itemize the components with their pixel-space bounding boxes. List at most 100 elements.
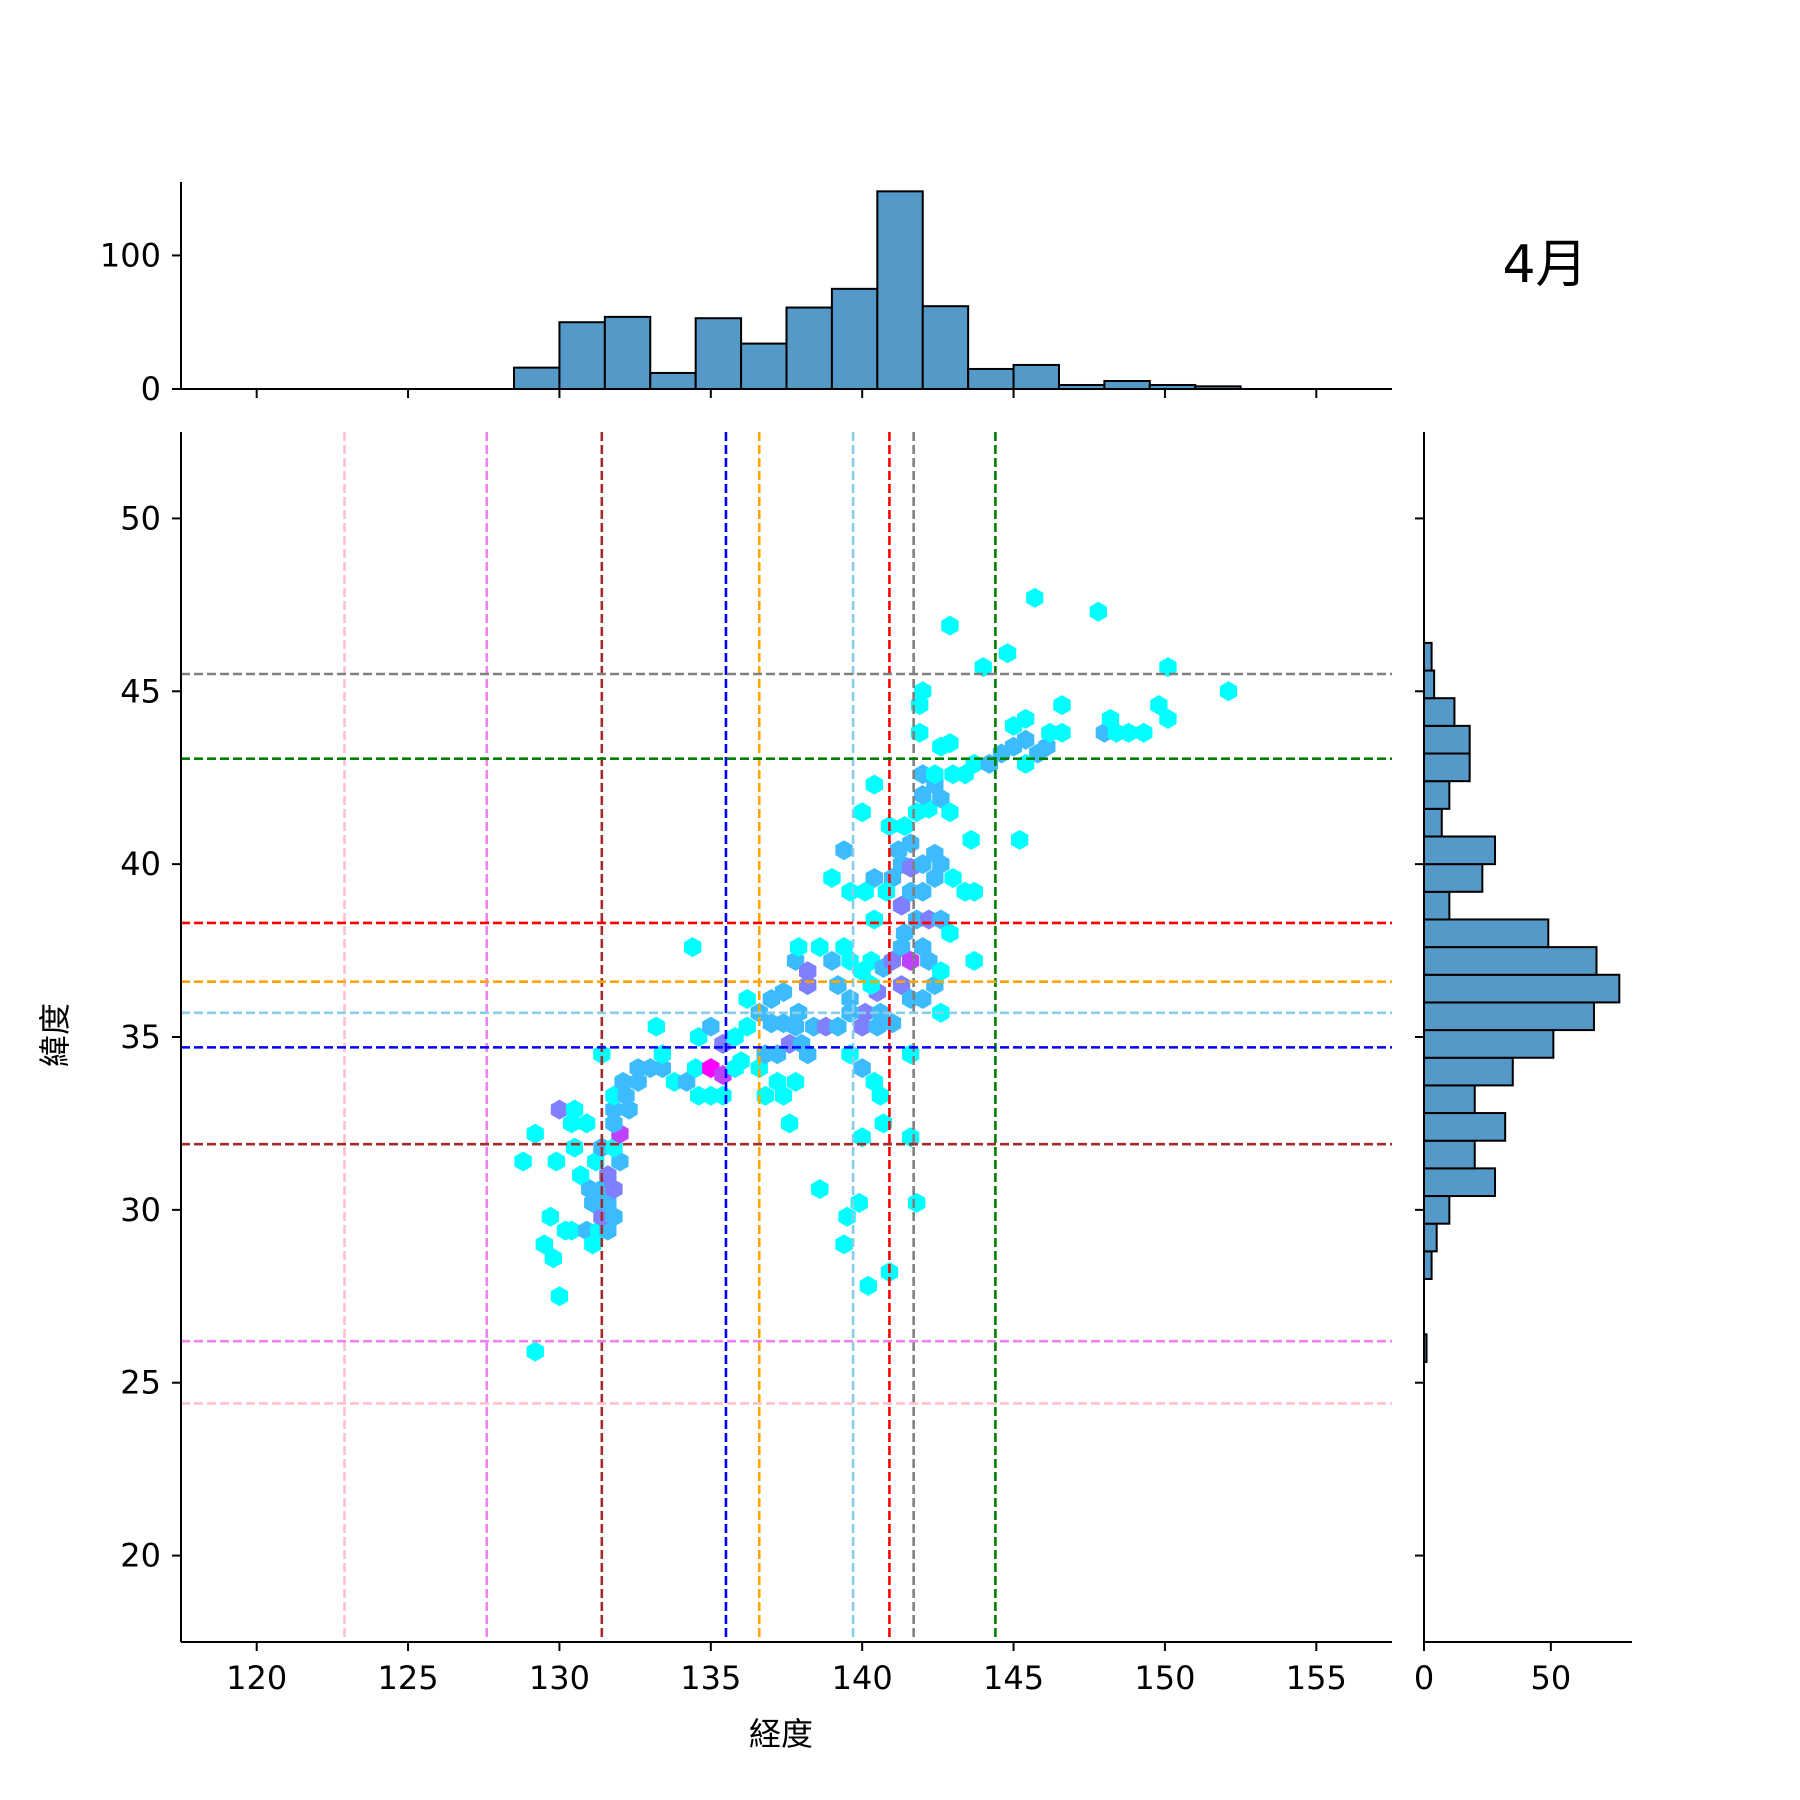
hexbin-cell	[780, 1113, 799, 1134]
hexbin-cell	[738, 989, 756, 1009]
hexbin-cell	[902, 1044, 920, 1065]
y-tick-label: 40	[120, 845, 161, 883]
hexbin-cell	[883, 950, 902, 971]
hexbin-cell	[823, 868, 841, 888]
hexbin-cell	[902, 833, 920, 854]
hexbin-cell	[1017, 729, 1035, 750]
histogram-bar	[1423, 1195, 1451, 1225]
histogram-bar	[1423, 1056, 1514, 1087]
hexbin-cell	[653, 1044, 671, 1065]
hexbin-cell	[565, 1137, 584, 1158]
hexbin-cell	[774, 1085, 793, 1106]
hexbin-cell	[647, 1016, 665, 1037]
x-tick-label: 120	[226, 1659, 287, 1697]
histogram-bar	[1423, 1001, 1595, 1032]
histogram-bar	[1423, 669, 1436, 700]
hexbin-cell	[799, 961, 817, 982]
histogram-bar	[1423, 1139, 1476, 1170]
hexbin-cell	[895, 923, 914, 944]
hexbin-cell	[605, 1113, 623, 1134]
hexbin-cell	[799, 975, 817, 996]
hexbin-cell	[1159, 708, 1177, 729]
hexbin-cell	[895, 816, 914, 837]
hexbin-cell	[653, 1058, 671, 1079]
y-tick-label: 30	[120, 1191, 161, 1229]
hexbin-cell	[526, 1341, 544, 1362]
hexbin-cell	[932, 909, 950, 930]
x-tick-label: 155	[1286, 1659, 1347, 1697]
hexbin-cell	[823, 950, 841, 971]
hexbin-cell	[1053, 722, 1071, 743]
hexbin-cell	[902, 1127, 920, 1148]
hexbin-cell	[786, 1071, 805, 1092]
hexbin-cell	[544, 1248, 562, 1269]
hexbin-cell	[853, 1127, 871, 1148]
hexbin-cell	[908, 1192, 926, 1213]
hexbin-cell	[932, 961, 950, 982]
hexbin-cell	[911, 722, 929, 743]
histogram-bar	[1423, 780, 1451, 810]
hexbin-cell	[687, 1058, 705, 1079]
hexbin-cell	[941, 615, 959, 636]
hexbin-cell	[865, 868, 883, 888]
hexbin-cell	[599, 1165, 617, 1186]
right-marginal-histogram: 0 50	[1414, 432, 1632, 1697]
x-tick-label: 150	[1134, 1659, 1195, 1697]
hexbin-cell	[944, 868, 962, 888]
hexbin-cell	[526, 1123, 544, 1144]
hexbin-cell	[1101, 708, 1120, 729]
top-hist-y-tick-label: 0	[141, 370, 161, 408]
y-tick-label: 25	[120, 1364, 161, 1402]
histogram-bar	[1423, 946, 1598, 976]
histogram-bar	[1012, 363, 1060, 391]
top-hist-y-tick-label: 100	[100, 236, 161, 274]
hexbin-cell	[514, 1151, 532, 1172]
y-tick-label: 20	[120, 1537, 161, 1575]
histogram-bar	[830, 287, 879, 391]
histogram-bar	[694, 317, 743, 391]
x-tick-label: 135	[680, 1659, 741, 1697]
histogram-bar	[785, 306, 833, 391]
hexbin-cell	[535, 1234, 553, 1255]
hexbin-cell	[811, 1179, 829, 1200]
histogram-bar	[1423, 641, 1433, 672]
main-axes: 120 125 130 135 140 145 150 155 20 25 30 35 40 45 50	[120, 432, 1392, 1697]
y-tick-label: 45	[120, 672, 161, 710]
hexbin-cell	[550, 1099, 569, 1120]
histogram-bar	[740, 342, 788, 390]
hexbin-cell	[941, 802, 959, 823]
hexbin-cell	[629, 1071, 647, 1092]
histogram-bar	[558, 321, 606, 390]
hexbin-cell	[732, 1051, 750, 1072]
right-hist-x-tick-label: 50	[1530, 1659, 1571, 1697]
histogram-bar	[603, 315, 652, 391]
histogram-bar	[513, 366, 561, 391]
hexbin-cell	[1004, 715, 1023, 736]
hexbin-cell	[874, 1113, 892, 1134]
histogram-bar	[1423, 1112, 1507, 1142]
x-tick-label: 140	[832, 1659, 893, 1697]
hexbin-cell	[853, 1016, 871, 1037]
hexbin-cell	[892, 975, 911, 996]
hexbin-cell	[856, 881, 874, 902]
hexbin-cell	[614, 1071, 632, 1092]
histogram-bar	[1423, 807, 1443, 838]
hexbin-cell	[789, 937, 808, 958]
histogram-bar	[1423, 918, 1550, 949]
hexbin-cell	[1119, 722, 1138, 743]
hexbin-cell	[865, 909, 883, 930]
histogram-bar	[1423, 752, 1471, 783]
hexbin-cell	[835, 1234, 853, 1255]
x-tick-label: 130	[529, 1659, 590, 1697]
hexbin-cell	[871, 1085, 889, 1106]
hexbin-cell	[684, 937, 702, 958]
month-label: 4月	[1502, 235, 1587, 295]
hexbin-cell	[838, 1206, 856, 1227]
hexbin-cell	[829, 1016, 847, 1037]
histogram-bar	[921, 305, 970, 391]
hexbin-cell	[1135, 722, 1153, 743]
right-hist-x-tick-label: 0	[1414, 1659, 1434, 1697]
hexbin-cell	[926, 764, 944, 785]
hexbin-cell	[914, 881, 932, 902]
